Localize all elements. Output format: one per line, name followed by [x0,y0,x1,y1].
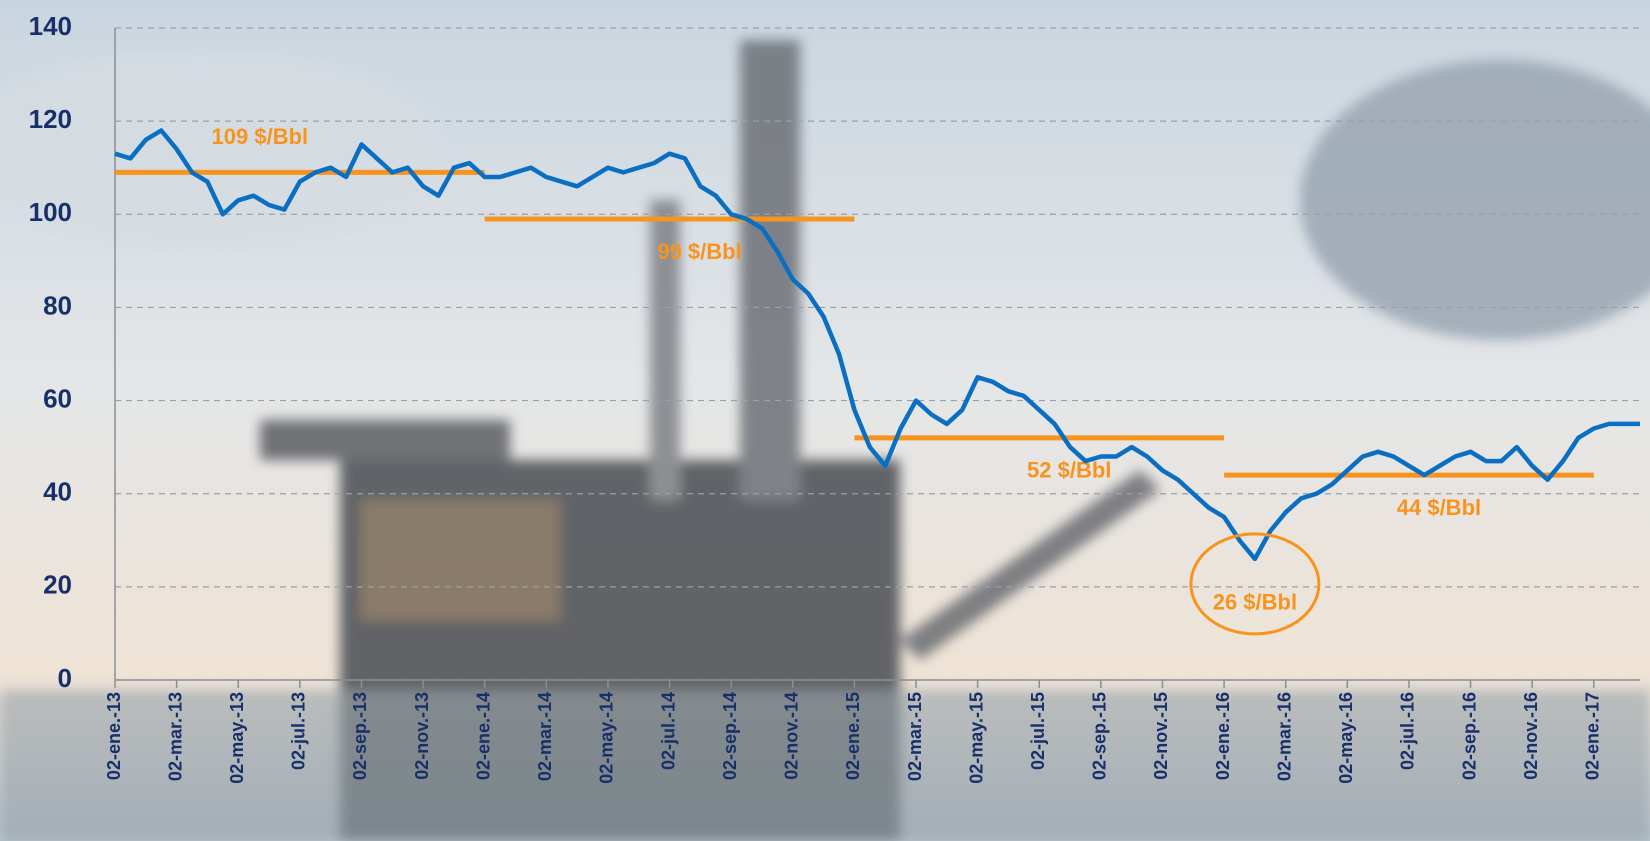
x-tick-label: 02-jul.-16 [1398,692,1418,770]
x-tick-label: 02-may.-15 [966,692,986,784]
low-label: 26 $/Bbl [1213,590,1297,615]
x-tick-label: 02-may.-16 [1336,692,1356,784]
x-tick-label: 02-sep.-16 [1459,692,1479,780]
x-tick-label: 02-mar.-15 [905,692,925,781]
x-tick-label: 02-nov.-13 [412,692,432,780]
average-label: 99 $/Bbl [657,239,741,264]
chart: 0 20 40 60 80 100 120 140 02-ene.-13 02-mar.-13 02… [0,0,1650,841]
y-tick-label: 60 [43,383,72,413]
x-tick-label: 02-jul.-15 [1028,692,1048,770]
y-tick-label: 20 [43,570,72,600]
x-tick-label: 02-may.-13 [227,692,247,784]
y-tick-label: 80 [43,290,72,320]
x-tick-label: 02-ene.-14 [473,692,493,780]
x-tick-label: 02-nov.-14 [782,692,802,780]
x-tick-label: 02-may.-14 [597,692,617,784]
x-tick-label: 02-mar.-14 [535,692,555,781]
x-tick-label: 02-ene.-13 [104,692,124,780]
average-label: 109 $/Bbl [212,124,309,149]
x-tick-label: 02-ene.-15 [843,692,863,780]
x-tick-label: 02-sep.-14 [720,692,740,780]
y-tick-label: 120 [29,104,72,134]
x-tick-label: 02-mar.-13 [165,692,185,781]
y-tick-label: 0 [58,663,72,693]
x-tick-label: 02-ene.-16 [1213,692,1233,780]
x-tick-label: 02-jul.-14 [658,692,678,770]
y-tick-label: 100 [29,197,72,227]
x-tick-label: 02-mar.-16 [1274,692,1294,781]
x-tick-label: 02-ene.-17 [1583,692,1603,780]
average-label: 44 $/Bbl [1397,495,1481,520]
x-tick-label: 02-sep.-15 [1090,692,1110,780]
y-tick-label: 40 [43,477,72,507]
y-tick-label: 140 [29,11,72,41]
x-tick-label: 02-nov.-15 [1151,692,1171,780]
average-label: 52 $/Bbl [1027,458,1111,483]
x-tick-label: 02-nov.-16 [1521,692,1541,780]
x-tick-label: 02-jul.-13 [289,692,309,770]
x-tick-label: 02-sep.-13 [350,692,370,780]
